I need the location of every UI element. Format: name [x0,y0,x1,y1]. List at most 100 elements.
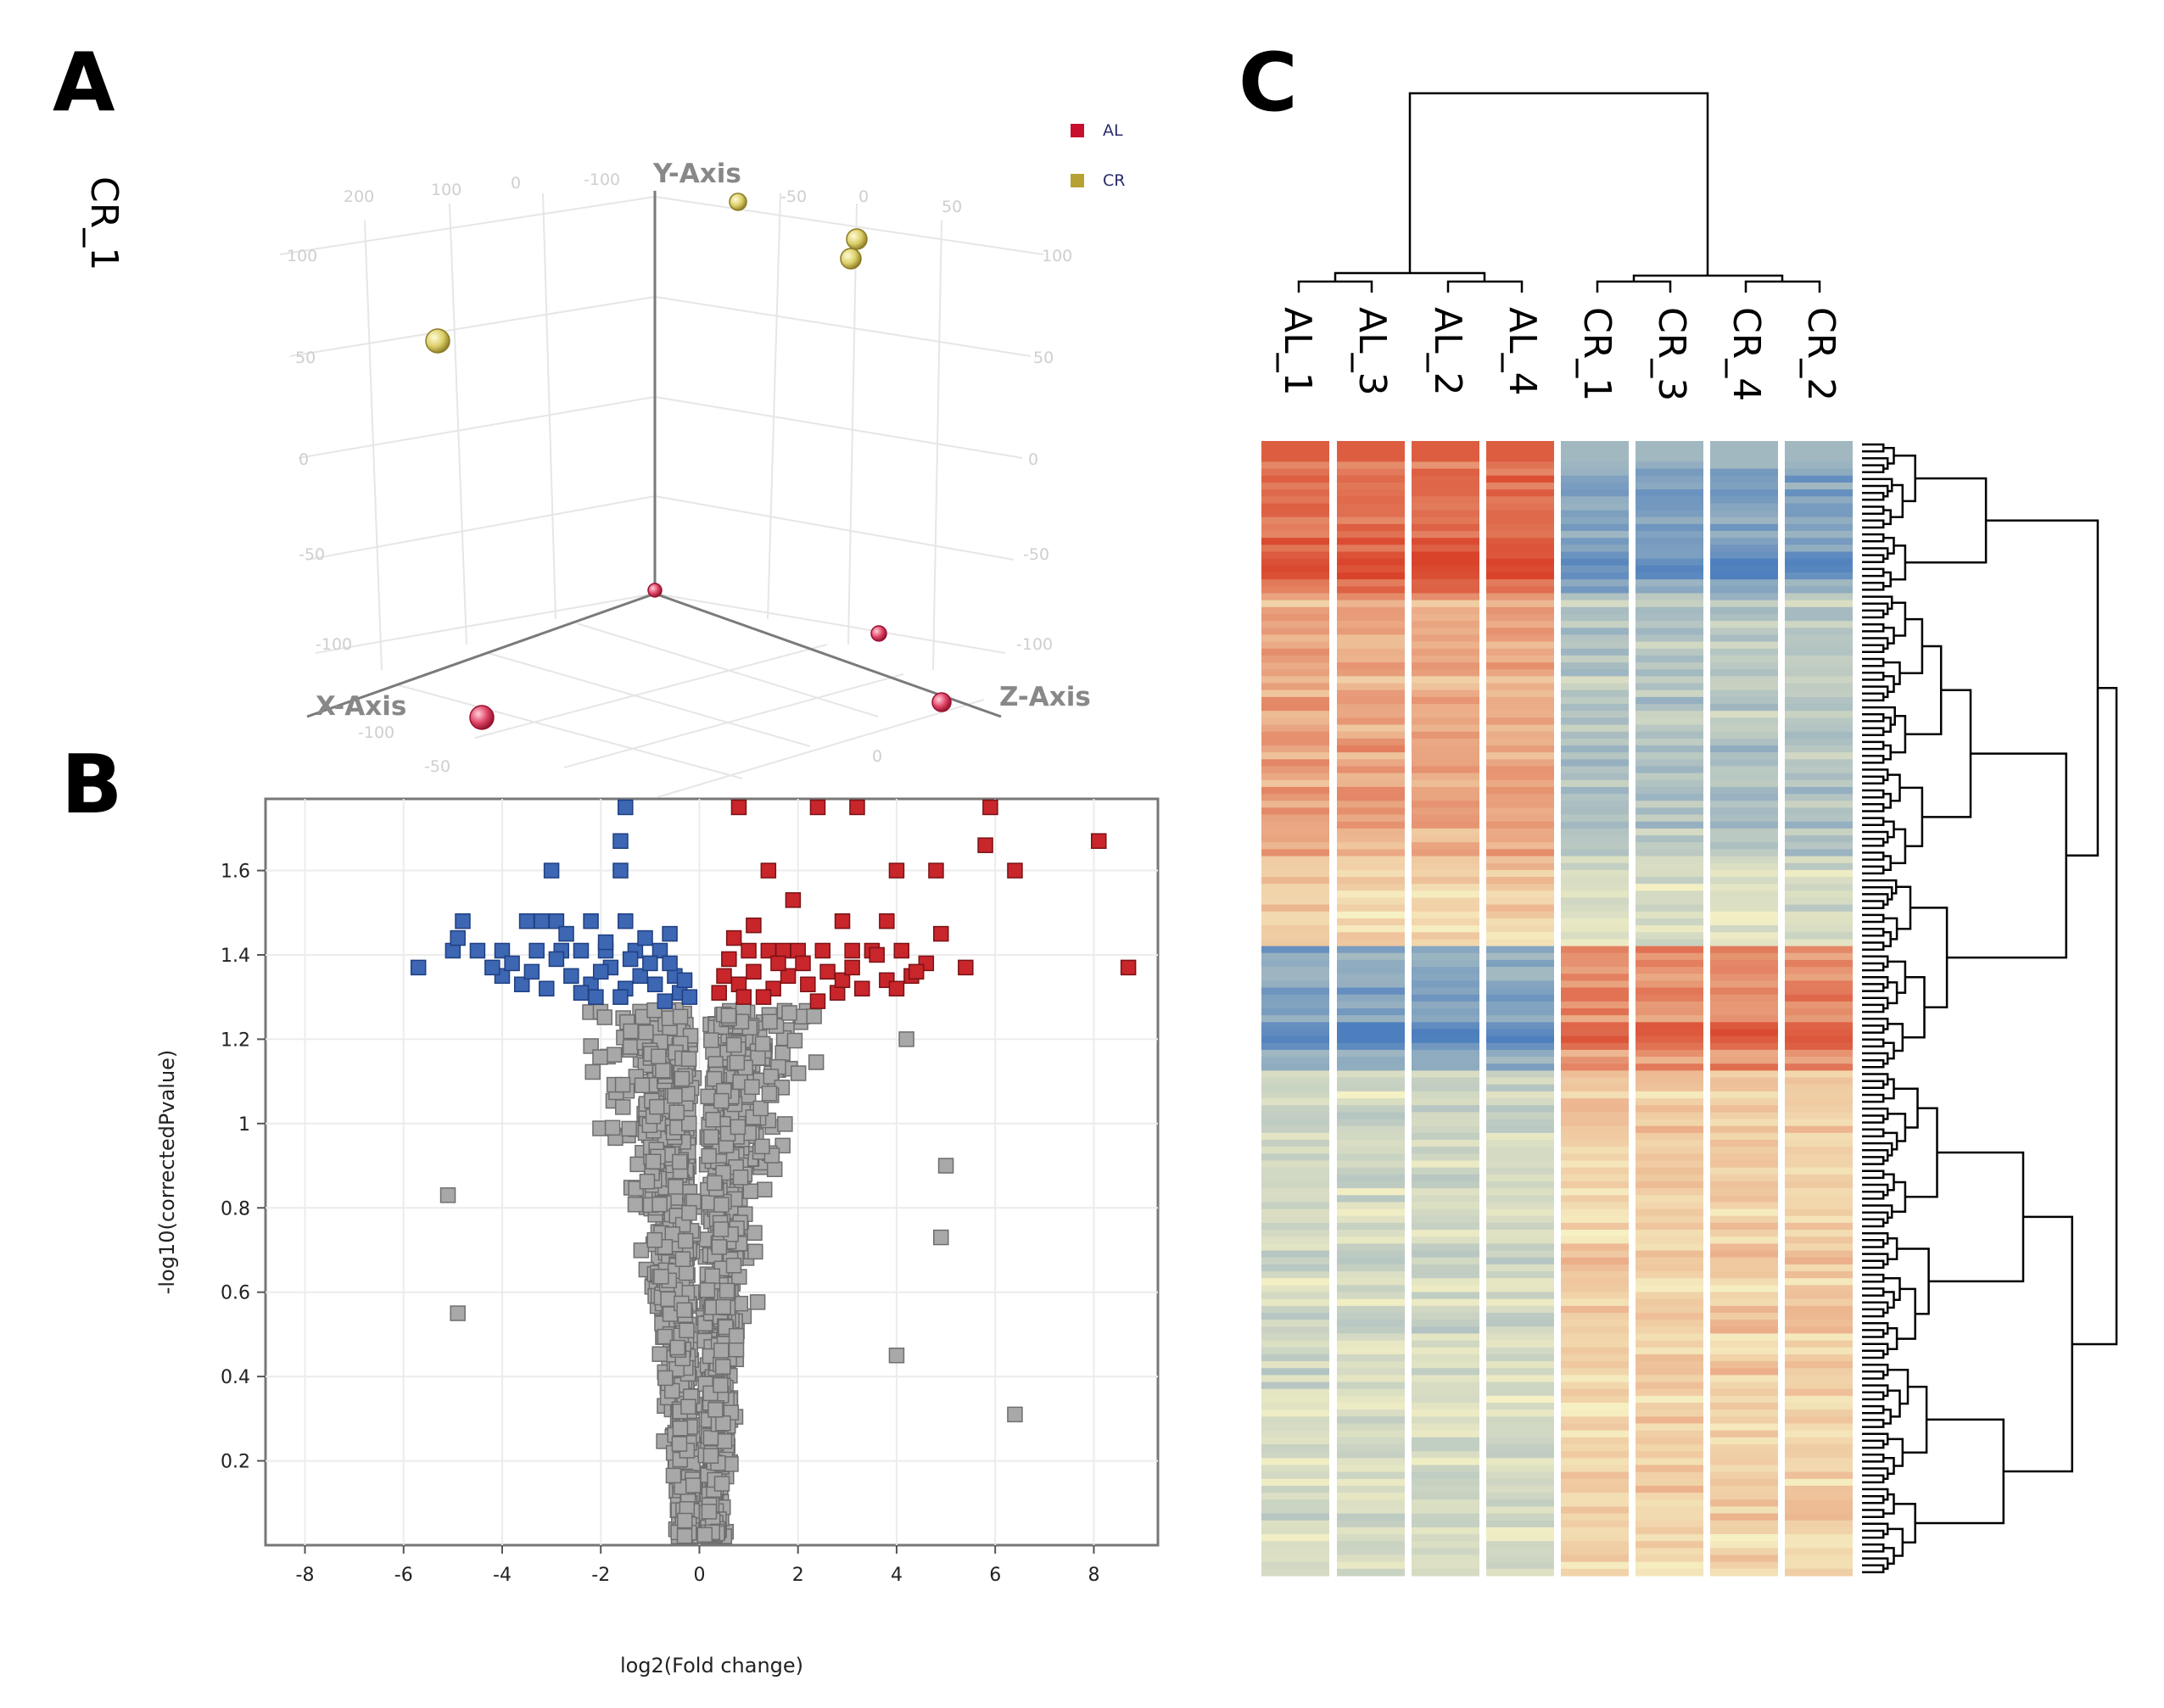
heatmap-cell [1710,455,1778,463]
heatmap-cell [1710,662,1778,670]
heatmap-cell [1785,523,1853,532]
panel-a-label: A [53,36,115,130]
heatmap-cell [1412,904,1479,913]
heatmap-cell [1486,1215,1554,1224]
heatmap-cell [1412,1091,1479,1099]
row-dendrogram [1862,443,2118,1574]
heatmap-cell [1486,1465,1554,1473]
heatmap-cell [1636,1458,1703,1466]
dendrogram-branch [1862,754,1885,764]
heatmap-cell [1710,1174,1778,1182]
heatmap-cell [1636,593,1703,601]
heatmap-cell [1261,856,1329,864]
heatmap-cell [1486,531,1554,539]
heatmap-cell [1412,1098,1479,1106]
heatmap-cell [1785,461,1853,470]
volcano-point-down [558,925,574,942]
heatmap-cell [1337,1167,1405,1175]
heatmap-cell [1785,904,1853,913]
heatmap-cell [1636,1230,1703,1237]
heatmap-cell [1261,724,1329,733]
panel-b-volcano-plot: B -8 -6 -4 -2 0 2 4 6 80.20.40.60.811.21.41.6 lo… [61,739,1160,1677]
heatmap-cell [1636,1063,1703,1072]
heatmap-cell [1337,586,1405,594]
heatmap-cell [1261,1395,1329,1404]
heatmap-cell [1785,593,1853,601]
dendrogram-branch [1862,491,1885,501]
heatmap-cell [1412,828,1479,836]
volcano-point-ns [754,1035,771,1052]
volcano-point-ns [746,1225,763,1242]
heatmap-cell [1636,489,1703,497]
heatmap-cell [1561,669,1629,677]
heatmap-cell [1561,662,1629,670]
heatmap-cell [1337,551,1405,560]
volcano-point-down [513,976,530,993]
heatmap-cell [1337,876,1405,885]
heatmap-cell [1710,1416,1778,1425]
heatmap-cell [1561,1478,1629,1487]
dendrogram-branch [1862,582,1885,591]
grid-line [654,196,1044,255]
heatmap-cell [1486,551,1554,560]
heatmap-cell [1486,1271,1554,1279]
heatmap-cell [1785,918,1853,926]
heatmap-cell [1412,468,1479,477]
heatmap-cell [1412,696,1479,705]
volcano-point-down [592,963,609,980]
heatmap-cell [1785,696,1853,705]
heatmap-cell [1412,1354,1479,1362]
heatmap-cell [1261,918,1329,926]
heatmap-cell [1785,745,1853,753]
heatmap-cell [1710,967,1778,974]
heatmap-cell [1636,1243,1703,1252]
heatmap-cell [1337,952,1405,961]
heatmap-cell [1261,849,1329,857]
heatmap-cell [1636,1381,1703,1390]
heatmap-cell [1710,1388,1778,1397]
volcano-point-ns [714,1359,731,1375]
heatmap-cell [1261,1506,1329,1515]
heatmap-cell [1261,1084,1329,1092]
heatmap-cell [1785,1257,1853,1265]
volcano-point-ns [634,1077,651,1094]
heatmap-cell [1561,1035,1629,1044]
heatmap-cell [1710,1057,1778,1064]
heatmap-cell [1261,1215,1329,1224]
dendrogram-branch [1862,1093,1885,1103]
heatmap-cell [1337,911,1405,919]
heatmap-cell [1636,828,1703,836]
heatmap-cell [1710,932,1778,941]
heatmap-cell [1561,1561,1629,1570]
heatmap-cell [1337,689,1405,698]
heatmap-cell [1785,1035,1853,1044]
heatmap-cell [1636,551,1703,560]
heatmap-cell [1710,676,1778,684]
volcano-point-ns [653,1269,669,1285]
heatmap-cell [1261,634,1329,643]
heatmap-cell [1412,655,1479,663]
heatmap-cell [1710,1160,1778,1169]
heatmap-cell [1710,842,1778,850]
heatmap-cell [1261,593,1329,601]
heatmap-cell [1337,1465,1405,1473]
heatmap-cell [1412,717,1479,726]
heatmap-cell [1486,766,1554,774]
heatmap-cell [1412,939,1479,947]
heatmap-cell [1636,759,1703,767]
pca-legend: AL CR [1071,121,1125,190]
heatmap-cell [1785,1285,1853,1293]
volcano-point-ns [713,1197,730,1213]
heatmap-cell [1337,1049,1405,1058]
heatmap-cell [1561,461,1629,470]
heatmap-cell [1785,1250,1853,1259]
heatmap-cell [1636,655,1703,663]
dendrogram-branch [1862,817,1885,827]
heatmap-cell [1785,1167,1853,1175]
dendrogram-branch [1862,609,1885,619]
heatmap-cell [1412,952,1479,961]
heatmap-cell [1261,1326,1329,1335]
heatmap-cell [1785,801,1853,808]
x-tick-label: 8 [1088,1565,1099,1586]
dendrogram-branch [1862,554,1885,564]
